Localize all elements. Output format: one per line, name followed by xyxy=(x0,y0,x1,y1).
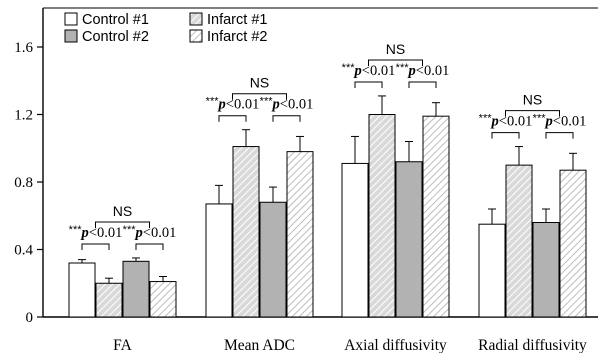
bar xyxy=(478,223,506,318)
legend-swatch-infarct-1 xyxy=(189,12,203,26)
category-label: Radial diffusivity xyxy=(478,337,587,353)
bar xyxy=(341,162,369,318)
category-label: FA xyxy=(113,337,132,353)
significance-bracket xyxy=(135,243,164,250)
legend-label-infarct-2: Infarct #2 xyxy=(207,29,267,45)
significance-bracket xyxy=(81,243,110,250)
y-tick-label: 1.6 xyxy=(14,40,33,56)
significance-bracket xyxy=(505,110,560,117)
significance-bracket xyxy=(368,59,423,66)
y-tick-label: 0.8 xyxy=(14,175,33,191)
significance-label: ***p<0.01 xyxy=(533,113,587,130)
category-labels: FA Mean ADC Axial diffusivity Radial diffus… xyxy=(113,337,587,353)
legend-swatch-control-1 xyxy=(64,12,78,26)
significance-bracket xyxy=(408,81,437,88)
category-label: Mean ADC xyxy=(224,337,295,353)
bar xyxy=(68,262,96,318)
significance-bracket xyxy=(232,93,287,100)
significance-bracket xyxy=(354,81,383,88)
bar xyxy=(286,151,314,318)
significance-label: ***p<0.01 xyxy=(123,224,177,241)
ns-label: NS xyxy=(386,41,405,57)
significance-bracket xyxy=(491,132,520,139)
bar xyxy=(395,161,423,318)
bar xyxy=(95,282,123,318)
significance-bracket xyxy=(218,115,247,122)
legend-swatch-infarct-2 xyxy=(189,29,203,43)
significance-label: ***p<0.01 xyxy=(69,224,123,241)
bar xyxy=(122,260,150,318)
y-axis-ticks: 0 0.4 0.8 1.2 1.6 xyxy=(14,40,43,326)
significance-bracket xyxy=(272,115,301,122)
bar xyxy=(149,281,177,318)
significance-label: ***p<0.01 xyxy=(206,96,260,113)
significance-label: ***p<0.01 xyxy=(342,62,396,79)
legend-label-infarct-1: Infarct #1 xyxy=(207,12,267,28)
significance-label: ***p<0.01 xyxy=(260,96,314,113)
bars-group xyxy=(68,95,587,318)
category-label: Axial diffusivity xyxy=(344,337,447,353)
legend-label-control-1: Control #1 xyxy=(82,12,149,28)
bar xyxy=(559,169,587,318)
ns-label: NS xyxy=(113,203,132,219)
bar xyxy=(505,164,533,318)
y-tick-label: 1.2 xyxy=(14,108,33,124)
ns-label: NS xyxy=(523,92,542,108)
significance-label: ***p<0.01 xyxy=(479,113,533,130)
bar xyxy=(532,222,560,318)
legend-label-control-2: Control #2 xyxy=(82,29,149,45)
legend-swatch-control-2 xyxy=(64,29,78,43)
bar xyxy=(368,114,396,318)
bar xyxy=(422,115,450,318)
bar xyxy=(205,203,233,318)
y-tick-label: 0.4 xyxy=(14,243,33,259)
significance-label: ***p<0.01 xyxy=(396,62,450,79)
significance-bracket xyxy=(95,221,150,228)
y-tick-label: 0 xyxy=(26,310,34,326)
ns-label: NS xyxy=(250,75,269,91)
bar xyxy=(259,201,287,318)
legend: Control #1 Infarct #1 Control #2 Infarct… xyxy=(64,12,267,45)
significance-bracket xyxy=(545,132,574,139)
bar xyxy=(232,146,260,318)
